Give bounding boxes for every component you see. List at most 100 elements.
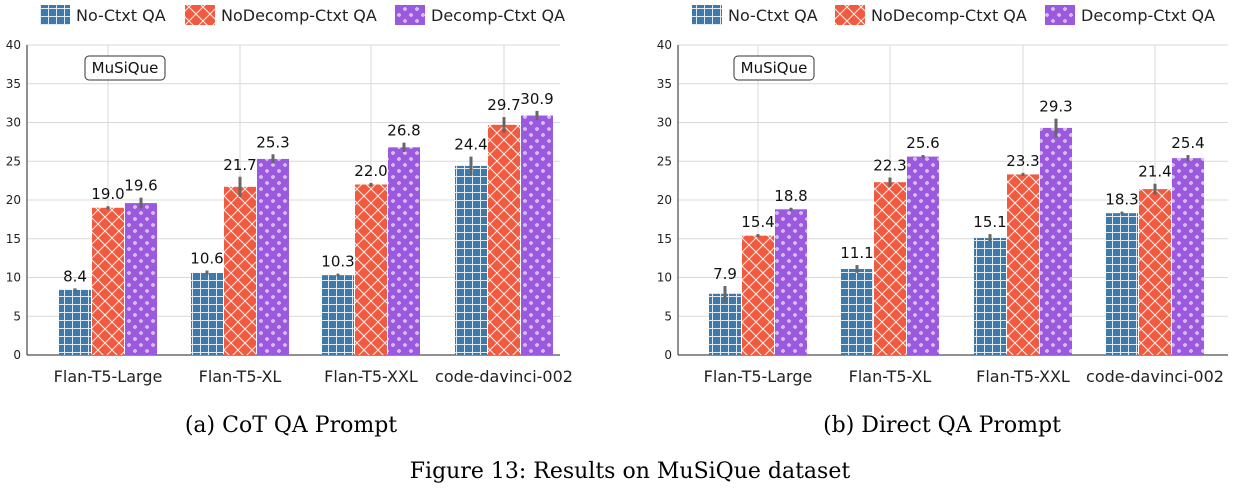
annotation-label: MuSiQue: [741, 59, 808, 77]
dataset-annotation: MuSiQue: [84, 55, 166, 81]
data-label: 22.0: [354, 162, 387, 180]
x-tick-label: code-davinci-002: [1086, 367, 1224, 386]
x-tick-label: Flan-T5-Large: [704, 367, 813, 386]
data-label: 21.4: [1138, 163, 1171, 181]
y-tick-label: 5: [13, 309, 21, 323]
data-label: 18.3: [1105, 191, 1138, 209]
bar-no-ctxt-qa: [841, 268, 873, 355]
data-label: 19.6: [124, 177, 157, 195]
panel-direct-qa: 0 5 10 15 20 25 30 35 40 MuSiQue 7.9 11.1 15.1 18.3 15…: [657, 38, 1228, 386]
data-label: 21.7: [223, 156, 256, 174]
y-tick-label: 10: [6, 271, 21, 285]
bar-no-ctxt-qa: [1106, 213, 1138, 355]
bar-decomp-ctxt-qa: [257, 158, 289, 355]
bar-decomp-ctxt-qa: [388, 147, 420, 355]
data-label: 29.3: [1039, 98, 1072, 116]
y-tick-label: 35: [6, 77, 21, 91]
y-tick-label: 35: [657, 77, 672, 91]
panel-caption-b: (b) Direct QA Prompt: [823, 413, 1061, 438]
legend-label-nodecomp: NoDecomp-Ctxt QA: [221, 6, 377, 25]
bar-decomp-ctxt-qa: [1040, 127, 1072, 355]
legend-label-decomp: Decomp-Ctxt QA: [431, 6, 565, 25]
annotation-box: [733, 55, 815, 81]
data-label: 22.3: [873, 157, 906, 175]
legend-swatch-decomp: [395, 5, 425, 25]
data-label: 19.0: [91, 185, 124, 203]
y-tick-label: 25: [6, 154, 21, 168]
y-tick-label: 15: [657, 232, 672, 246]
data-label: 15.4: [741, 213, 774, 231]
y-tick-label: 30: [6, 116, 21, 130]
legend-swatch-decomp: [1045, 5, 1075, 25]
x-tick-label: Flan-T5-XL: [199, 367, 282, 386]
y-tick-label: 15: [6, 232, 21, 246]
y-tick-label: 40: [6, 38, 21, 52]
legend-swatch-no-ctxt: [40, 5, 70, 25]
y-tick-label: 10: [657, 271, 672, 285]
data-label: 25.6: [906, 134, 939, 152]
bar-nodecomp-ctxt-qa: [874, 182, 906, 355]
bar-decomp-ctxt-qa: [775, 209, 807, 355]
annotation-label: MuSiQue: [92, 59, 159, 77]
x-tick-label: Flan-T5-XL: [849, 367, 932, 386]
y-tick-label: 20: [6, 193, 21, 207]
y-tick-label: 5: [664, 309, 672, 323]
x-tick-label: Flan-T5-XXL: [976, 367, 1070, 386]
legend-label-no-ctxt: No-Ctxt QA: [728, 6, 818, 25]
y-tick-label: 0: [13, 348, 21, 362]
data-label: 24.4: [454, 136, 487, 154]
bar-no-ctxt-qa: [974, 237, 1006, 355]
data-label: 18.8: [774, 187, 807, 205]
data-label: 29.7: [487, 96, 520, 114]
data-label: 10.6: [190, 250, 223, 268]
data-label: 10.3: [321, 253, 354, 271]
bar-decomp-ctxt-qa: [907, 156, 939, 355]
legend-right: No-Ctxt QA NoDecomp-Ctxt QA Decomp-Ctxt …: [692, 5, 1215, 25]
bar-decomp-ctxt-qa: [521, 115, 553, 356]
legend-label-decomp: Decomp-Ctxt QA: [1081, 6, 1215, 25]
data-label: 15.1: [973, 213, 1006, 231]
y-tick-label: 25: [657, 154, 672, 168]
figure-caption: Figure 13: Results on MuSiQue dataset: [410, 459, 851, 484]
y-tick-label: 0: [664, 348, 672, 362]
bar-decomp-ctxt-qa: [125, 203, 157, 355]
bar-no-ctxt-qa: [709, 293, 741, 355]
legend-label-no-ctxt: No-Ctxt QA: [76, 6, 166, 25]
x-tick-label: Flan-T5-Large: [54, 367, 163, 386]
bar-no-ctxt-qa: [59, 289, 91, 355]
bar-decomp-ctxt-qa: [1172, 158, 1204, 355]
legend-label-nodecomp: NoDecomp-Ctxt QA: [871, 6, 1027, 25]
bar-nodecomp-ctxt-qa: [1139, 189, 1171, 355]
y-tick-label: 40: [657, 38, 672, 52]
data-label: 8.4: [63, 267, 87, 285]
y-tick-label: 30: [657, 116, 672, 130]
bar-no-ctxt-qa: [322, 275, 354, 355]
x-tick-label: Flan-T5-XXL: [324, 367, 418, 386]
legend-swatch-nodecomp: [835, 5, 865, 25]
data-label: 23.3: [1006, 152, 1039, 170]
bar-no-ctxt-qa: [455, 165, 487, 355]
bar-nodecomp-ctxt-qa: [224, 186, 256, 355]
legend-left: No-Ctxt QA NoDecomp-Ctxt QA Decomp-Ctxt …: [40, 5, 565, 25]
panel-caption-a: (a) CoT QA Prompt: [185, 413, 397, 438]
bar-nodecomp-ctxt-qa: [742, 235, 774, 355]
dataset-annotation: MuSiQue: [733, 55, 815, 81]
data-label: 7.9: [713, 265, 737, 283]
data-label: 25.4: [1171, 134, 1204, 152]
bar-nodecomp-ctxt-qa: [355, 184, 387, 355]
y-tick-label: 20: [657, 193, 672, 207]
bar-nodecomp-ctxt-qa: [92, 207, 124, 355]
data-label: 11.1: [840, 244, 873, 262]
x-tick-label: code-davinci-002: [435, 367, 573, 386]
bar-no-ctxt-qa: [191, 272, 223, 355]
legend-swatch-no-ctxt: [692, 5, 722, 25]
legend-swatch-nodecomp: [185, 5, 215, 25]
data-label: 25.3: [256, 133, 289, 151]
panel-cot-qa: 0 5 10 15 20 25 30 35 40 MuSiQue 8.4 10.6 10.3 24.4 19…: [6, 38, 573, 386]
bar-nodecomp-ctxt-qa: [1007, 174, 1039, 355]
data-label: 30.9: [520, 90, 553, 108]
bar-nodecomp-ctxt-qa: [488, 124, 520, 355]
annotation-box: [84, 55, 166, 81]
data-label: 26.8: [387, 122, 420, 140]
